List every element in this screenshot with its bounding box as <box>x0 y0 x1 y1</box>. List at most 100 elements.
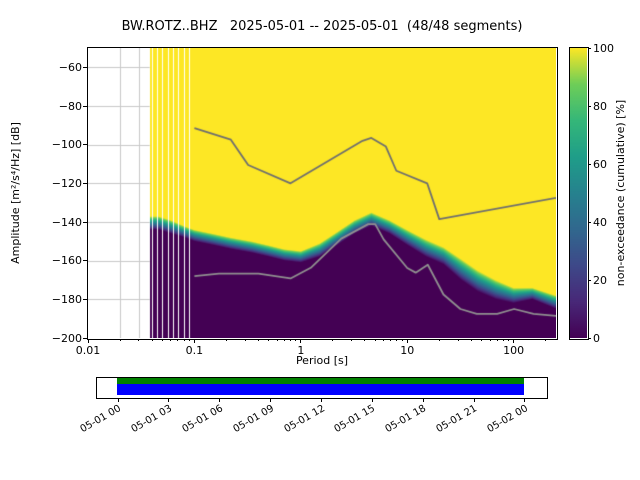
x-minor-tick <box>268 339 270 341</box>
plot-area-frame <box>87 47 558 340</box>
timeline-tick-label: 05-01 06 <box>180 403 225 436</box>
timeline-tick-label: 05-01 09 <box>231 403 276 436</box>
x-minor-tick <box>244 339 246 341</box>
x-minor-tick <box>276 339 278 341</box>
y-tick-label: −180 <box>51 292 82 306</box>
x-minor-tick <box>225 339 227 341</box>
timeline-tick <box>270 398 272 402</box>
timeline-tick <box>473 398 475 402</box>
x-minor-tick <box>481 339 483 341</box>
x-tick-label: 10 <box>400 344 415 357</box>
timeline-tick <box>524 398 526 402</box>
x-minor-tick <box>383 339 385 341</box>
x-minor-tick <box>161 339 163 341</box>
timeline-tick <box>219 398 221 402</box>
y-tick-label: −100 <box>51 138 82 152</box>
data-coverage-bar <box>96 377 548 399</box>
x-minor-tick <box>332 339 334 341</box>
y-tick-label: −140 <box>51 215 82 229</box>
y-tick <box>83 144 87 146</box>
coverage-data-segment <box>117 384 524 395</box>
x-axis-label: Period [s] <box>295 354 349 367</box>
colorbar-gradient <box>570 48 587 338</box>
x-tick-label: 0.1 <box>185 344 204 357</box>
x-minor-tick <box>496 339 498 341</box>
colorbar-tick <box>588 163 591 165</box>
x-minor-tick <box>290 339 291 341</box>
x-tick <box>513 339 515 343</box>
y-tick-label: −60 <box>58 60 82 74</box>
colorbar-tick-label: 40 <box>593 215 607 229</box>
x-minor-tick <box>119 339 121 341</box>
y-tick-label: −120 <box>51 176 82 190</box>
x-minor-tick <box>183 339 185 341</box>
x-minor-tick <box>390 339 392 341</box>
timeline-tick <box>422 398 424 402</box>
colorbar-tick <box>588 221 591 223</box>
y-tick-label: −160 <box>51 254 82 268</box>
x-minor-tick <box>401 339 403 341</box>
x-tick <box>193 339 195 343</box>
x-minor-tick <box>470 339 472 341</box>
x-minor-tick <box>351 339 353 341</box>
plot-title: BW.ROTZ..BHZ 2025-05-01 -- 2025-05-01 (4… <box>121 19 523 34</box>
y-tick-label: −80 <box>58 99 82 113</box>
x-tick <box>87 339 89 343</box>
colorbar-label: non-exceedance (cumulative) [%] <box>614 99 627 287</box>
timeline-tick-label: 05-02 00 <box>485 403 530 436</box>
colorbar-tick-label: 20 <box>593 273 607 287</box>
timeline-tick-label: 05-01 12 <box>282 403 327 436</box>
x-minor-tick <box>364 339 366 341</box>
y-tick-label: −200 <box>51 331 82 345</box>
timeline-tick <box>168 398 170 402</box>
ppsd-heatmap-canvas <box>88 48 556 338</box>
x-minor-tick <box>374 339 376 341</box>
y-tick <box>83 182 87 184</box>
timeline-tick <box>321 398 322 402</box>
timeline-tick-label: 05-01 21 <box>434 403 480 436</box>
timeline-tick-label: 05-01 18 <box>383 403 429 436</box>
x-minor-tick <box>151 339 153 341</box>
colorbar-tick <box>588 337 591 339</box>
x-tick <box>300 339 302 343</box>
x-minor-tick <box>502 339 504 341</box>
timeline-tick-label: 05-01 00 <box>78 403 124 436</box>
x-minor-tick <box>189 339 191 341</box>
x-tick-label: 100 <box>503 344 525 357</box>
y-axis-label: Amplitude [m²/s⁴/Hz] [dB] <box>9 122 22 264</box>
x-minor-tick <box>257 339 259 341</box>
x-minor-tick <box>489 339 491 341</box>
x-minor-tick <box>545 339 547 341</box>
y-tick <box>83 221 87 223</box>
colorbar-tick-label: 0 <box>593 331 600 345</box>
x-tick-label: 0.01 <box>75 344 101 357</box>
colorbar-tick <box>588 279 591 281</box>
x-minor-tick <box>438 339 440 341</box>
colorbar-tick <box>588 47 591 49</box>
x-minor-tick <box>177 339 179 341</box>
x-tick <box>406 339 408 343</box>
y-tick <box>83 260 87 262</box>
timeline-tick <box>371 398 373 402</box>
colorbar-tick-label: 80 <box>593 99 607 113</box>
x-minor-tick <box>295 339 297 341</box>
y-tick <box>83 337 87 339</box>
y-tick <box>83 105 87 107</box>
x-tick-label: 1 <box>297 344 305 357</box>
x-minor-tick <box>457 339 459 341</box>
colorbar-tick <box>588 105 591 107</box>
y-tick <box>83 298 87 300</box>
x-minor-tick <box>170 339 172 341</box>
x-minor-tick <box>283 339 285 341</box>
timeline-tick <box>117 398 119 402</box>
y-tick <box>83 66 87 68</box>
x-minor-tick <box>138 339 140 341</box>
timeline-tick-label: 05-01 03 <box>129 403 174 436</box>
colorbar-tick-label: 60 <box>593 157 607 171</box>
coverage-used-segment <box>117 378 524 384</box>
timeline-tick-label: 05-01 15 <box>332 403 378 436</box>
x-minor-tick <box>396 339 398 341</box>
colorbar-frame <box>569 47 589 340</box>
x-minor-tick <box>508 339 510 341</box>
